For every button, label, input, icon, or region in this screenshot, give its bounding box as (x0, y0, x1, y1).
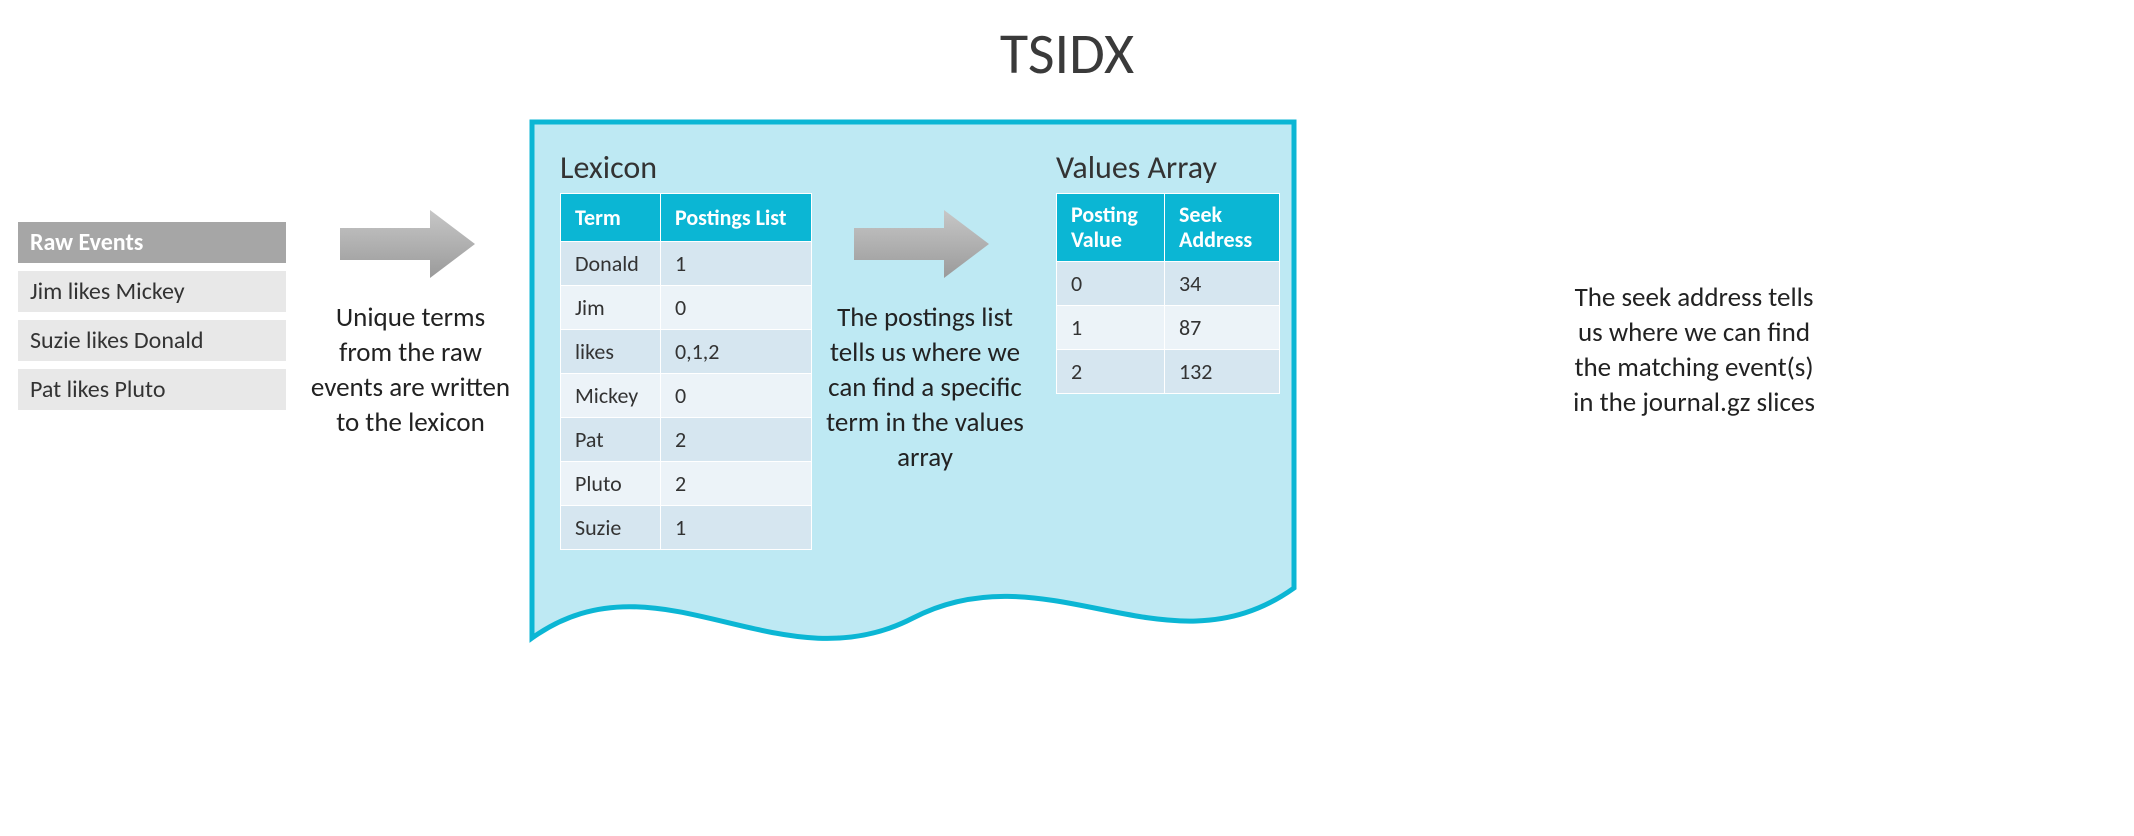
table-row: Mickey0 (561, 374, 812, 418)
raw-event-row: Jim likes Mickey (18, 271, 286, 312)
values-col-posting: Posting Value (1057, 194, 1165, 262)
values-array-table: Posting Value Seek Address 034 187 2132 (1056, 193, 1280, 394)
lexicon-col-postings: Postings List (661, 194, 812, 242)
caption-postings-explain: The postings list tells us where we can … (820, 300, 1030, 475)
arrow-icon (854, 210, 989, 278)
table-row: Suzie1 (561, 506, 812, 550)
lexicon-title: Lexicon (560, 148, 657, 187)
table-row: Donald1 (561, 242, 812, 286)
table-row: Jim0 (561, 286, 812, 330)
table-row: Pluto2 (561, 462, 812, 506)
raw-events-header: Raw Events (18, 222, 286, 263)
values-array-title: Values Array (1056, 148, 1217, 187)
lexicon-section: Lexicon Term Postings List Donald1 Jim0 … (560, 148, 657, 193)
table-row: 2132 (1057, 349, 1280, 393)
page-title: TSIDX (0, 18, 2134, 89)
values-array-section: Values Array Posting Value Seek Address … (1056, 148, 1217, 193)
lexicon-table: Term Postings List Donald1 Jim0 likes0,1… (560, 193, 812, 550)
caption-lexicon-explain: Unique terms from the raw events are wri… (308, 300, 513, 440)
arrow-icon (340, 210, 475, 278)
caption-seek-explain: The seek address tells us where we can f… (1564, 280, 1824, 420)
table-row: 187 (1057, 305, 1280, 349)
table-row: Pat2 (561, 418, 812, 462)
raw-events-panel: Raw Events Jim likes Mickey Suzie likes … (18, 222, 286, 410)
lexicon-col-term: Term (561, 194, 661, 242)
values-col-seek: Seek Address (1165, 194, 1280, 262)
raw-event-row: Pat likes Pluto (18, 369, 286, 410)
raw-event-row: Suzie likes Donald (18, 320, 286, 361)
table-row: 034 (1057, 261, 1280, 305)
table-row: likes0,1,2 (561, 330, 812, 374)
